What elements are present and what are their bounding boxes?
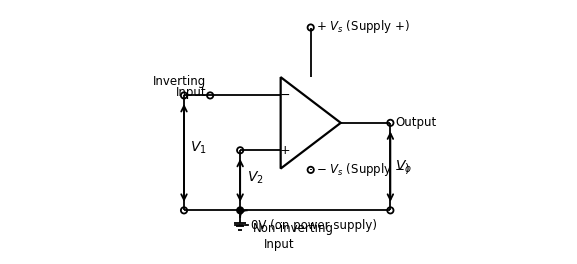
Text: $-$ $V_s$ (Supply $-$): $-$ $V_s$ (Supply $-$) bbox=[316, 161, 410, 178]
Text: Non-inverting: Non-inverting bbox=[253, 222, 334, 235]
Text: Input: Input bbox=[264, 238, 294, 251]
Text: 0V (on power supply): 0V (on power supply) bbox=[250, 219, 377, 232]
Text: $V_2$: $V_2$ bbox=[247, 169, 264, 186]
Text: Inverting: Inverting bbox=[153, 74, 206, 88]
Text: Input: Input bbox=[175, 86, 206, 99]
Circle shape bbox=[237, 207, 243, 214]
Text: Output: Output bbox=[396, 116, 437, 129]
Text: $V_1$: $V_1$ bbox=[190, 139, 207, 156]
Text: $V_o$: $V_o$ bbox=[395, 158, 412, 175]
Text: + $V_s$ (Supply +): + $V_s$ (Supply +) bbox=[316, 18, 410, 35]
Text: +: + bbox=[280, 144, 291, 157]
Text: −: − bbox=[280, 89, 291, 102]
